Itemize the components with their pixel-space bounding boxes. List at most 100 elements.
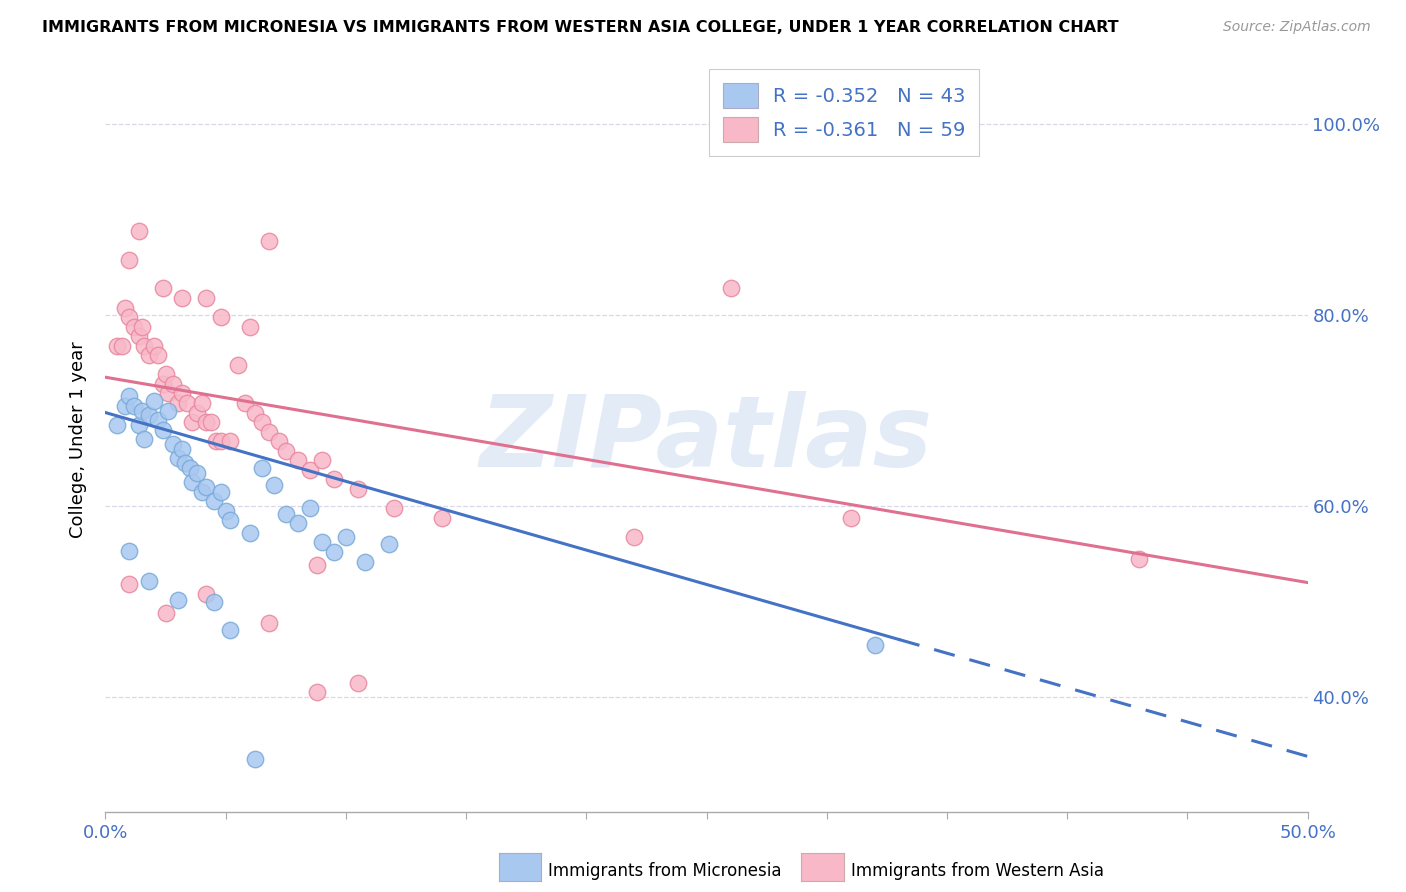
Point <box>181 415 204 429</box>
Point <box>287 516 309 531</box>
Point <box>173 456 195 470</box>
Point <box>195 415 218 429</box>
Point <box>176 396 198 410</box>
Point <box>155 368 177 382</box>
Point <box>114 301 136 315</box>
Point <box>156 403 179 417</box>
Point <box>152 423 174 437</box>
Point <box>305 558 328 573</box>
Point <box>382 501 405 516</box>
Point <box>181 475 204 490</box>
Point <box>190 484 212 499</box>
Point <box>118 310 141 324</box>
Point <box>214 504 236 518</box>
Point <box>863 638 886 652</box>
Point <box>190 396 212 410</box>
Point <box>623 530 645 544</box>
Point <box>205 434 228 449</box>
Point <box>257 234 280 248</box>
Point <box>219 513 242 527</box>
Text: Immigrants from Western Asia: Immigrants from Western Asia <box>851 863 1104 880</box>
Point <box>1128 551 1150 566</box>
Point <box>155 606 177 620</box>
Point <box>131 403 153 417</box>
Point <box>839 510 862 524</box>
Text: Source: ZipAtlas.com: Source: ZipAtlas.com <box>1223 20 1371 34</box>
Point <box>354 555 377 569</box>
Point <box>378 537 401 551</box>
Text: IMMIGRANTS FROM MICRONESIA VS IMMIGRANTS FROM WESTERN ASIA COLLEGE, UNDER 1 YEAR: IMMIGRANTS FROM MICRONESIA VS IMMIGRANTS… <box>42 20 1119 35</box>
Point <box>118 577 141 591</box>
Point <box>311 535 333 549</box>
Point <box>195 480 218 494</box>
Point <box>131 319 153 334</box>
Point <box>186 466 208 480</box>
Point <box>311 453 333 467</box>
Point <box>335 530 357 544</box>
Point <box>322 545 344 559</box>
Point <box>118 544 141 558</box>
Point <box>257 615 280 630</box>
Point <box>148 413 170 427</box>
Text: Immigrants from Micronesia: Immigrants from Micronesia <box>548 863 782 880</box>
Point <box>298 463 321 477</box>
Point <box>107 339 129 353</box>
Point <box>142 394 165 409</box>
Point <box>219 434 242 449</box>
Point <box>107 417 129 432</box>
Point <box>128 329 150 343</box>
Point <box>152 376 174 391</box>
Point <box>195 291 218 305</box>
Point <box>239 525 262 540</box>
Point <box>202 494 225 508</box>
Point <box>162 437 184 451</box>
Point <box>267 434 290 449</box>
Point <box>166 592 188 607</box>
Point <box>209 434 232 449</box>
Point <box>209 310 232 324</box>
Point <box>347 675 370 690</box>
Point <box>200 415 222 429</box>
Point <box>172 386 194 401</box>
Point <box>257 425 280 439</box>
Point <box>142 339 165 353</box>
Point <box>162 376 184 391</box>
Point <box>430 510 453 524</box>
Point <box>287 453 309 467</box>
Point <box>114 399 136 413</box>
Point <box>186 406 208 420</box>
Point <box>179 461 201 475</box>
Point <box>263 478 285 492</box>
Point <box>219 624 242 638</box>
Point <box>172 442 194 456</box>
Point <box>132 339 155 353</box>
Point <box>138 348 160 362</box>
Point <box>118 252 141 267</box>
Point <box>243 406 266 420</box>
Point <box>305 685 328 699</box>
Point <box>195 587 218 601</box>
Point <box>322 472 344 486</box>
Point <box>124 319 146 334</box>
Y-axis label: College, Under 1 year: College, Under 1 year <box>69 341 87 538</box>
Point <box>172 291 194 305</box>
Point <box>166 396 188 410</box>
Point <box>250 461 273 475</box>
Point <box>209 484 232 499</box>
Point <box>202 594 225 608</box>
Point <box>347 482 370 496</box>
Point <box>132 433 155 447</box>
Point <box>156 386 179 401</box>
Point <box>128 417 150 432</box>
Point <box>138 574 160 588</box>
Point <box>239 319 262 334</box>
Point <box>274 507 297 521</box>
Point <box>152 281 174 295</box>
Point <box>138 409 160 423</box>
Point <box>118 389 141 403</box>
Point <box>111 339 134 353</box>
Point <box>128 224 150 238</box>
Text: ZIPatlas: ZIPatlas <box>479 391 934 488</box>
Point <box>226 358 249 372</box>
Legend: R = -0.352   N = 43, R = -0.361   N = 59: R = -0.352 N = 43, R = -0.361 N = 59 <box>709 70 980 156</box>
